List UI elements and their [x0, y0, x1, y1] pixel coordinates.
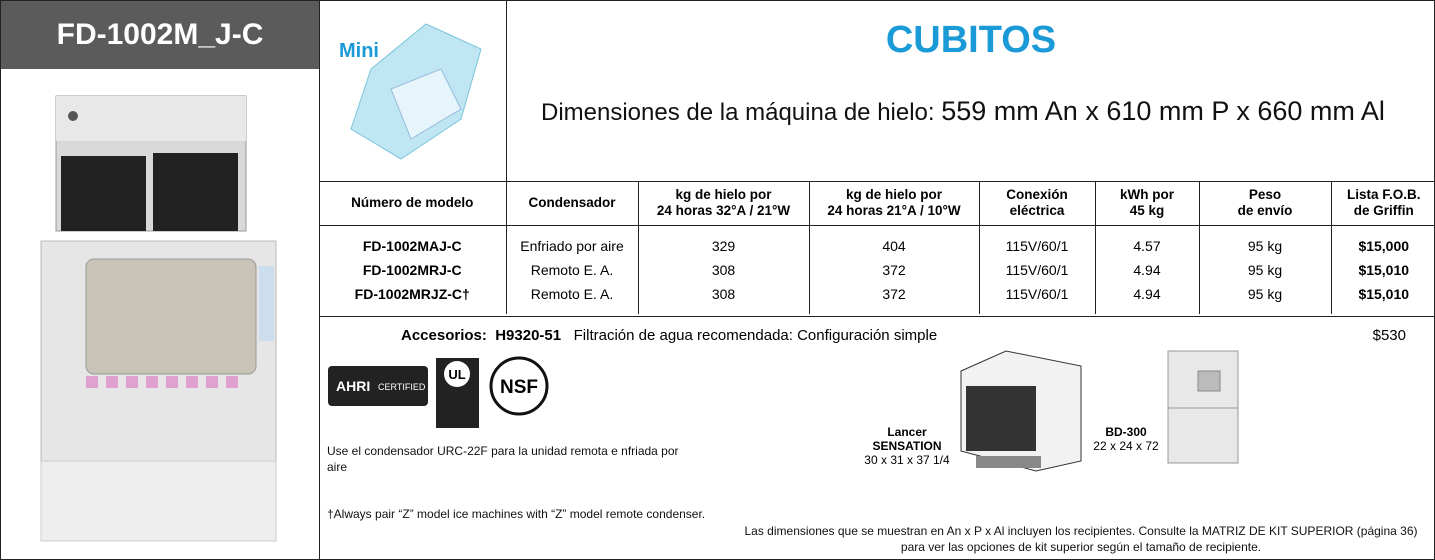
column-header-line: de Griffin: [1353, 203, 1414, 218]
dimensions-value: 559 mm An x 610 mm P x 660 mm Al: [941, 96, 1385, 126]
table-row: FD-1002MRJ-C Remoto E. A. 308 372 115V/60/1 4…: [319, 258, 1434, 282]
accessory-price: $530: [1372, 327, 1406, 344]
table-cell: 4.94: [1095, 258, 1200, 282]
table-cell: 115V/60/1: [979, 225, 1096, 258]
table-cell: FD-1002MAJ-C: [319, 225, 507, 258]
column-header-line: kg de hielo por: [845, 187, 942, 202]
column-header: Conexión eléctrica: [979, 181, 1096, 226]
column-header-line: de envío: [1237, 203, 1293, 218]
cert-ahri-sub: CERTIFIED: [378, 382, 426, 392]
bin-images: [960, 350, 1239, 472]
accessories-label: Accesorios:: [401, 327, 487, 344]
product-image: [40, 95, 277, 542]
table-cell: $15,000: [1358, 238, 1410, 254]
column-header-line: 24 horas 21°A / 10°W: [827, 203, 961, 218]
certifications: AHRI CERTIFIED UL NSF: [328, 356, 549, 428]
table-cell: 404: [809, 225, 980, 258]
table-cell: 372: [809, 282, 980, 314]
bin-caption: Lancer SENSATION 30 x 31 x 37 1/4: [851, 425, 963, 467]
column-header-line: Peso: [1248, 187, 1282, 202]
column-header-line: 24 horas 32°A / 21°W: [656, 203, 791, 218]
bin-sub: SENSATION: [872, 439, 942, 453]
column-header-line: Número de modelo: [351, 195, 474, 210]
table-cell: 329: [638, 225, 810, 258]
model-header: FD-1002M_J-C: [1, 1, 319, 69]
column-header-line: Condensador: [528, 195, 616, 210]
column-header: kWh por 45 kg: [1095, 181, 1200, 226]
cert-ul: UL: [448, 367, 465, 382]
cert-ahri: AHRI: [336, 378, 370, 394]
table-cell: 95 kg: [1199, 258, 1332, 282]
bin-dims: 30 x 31 x 37 1/4: [864, 453, 950, 467]
table-row: FD-1002MAJ-C Enfriado por aire 329 404 115V/…: [319, 225, 1434, 258]
table-cell: 115V/60/1: [979, 282, 1096, 314]
divider: [506, 1, 507, 181]
column-header-line: Conexión: [1006, 187, 1068, 202]
column-header: Número de modelo: [319, 181, 507, 226]
table-cell: FD-1002MRJZ-C†: [319, 282, 507, 314]
column-header-line: kg de hielo por: [675, 187, 772, 202]
accessory-code: H9320-51: [495, 327, 562, 344]
title: CUBITOS: [885, 19, 1057, 61]
table-cell: Remoto E. A.: [506, 258, 639, 282]
column-header-line: 45 kg: [1129, 203, 1165, 218]
bin-name: Lancer: [887, 425, 927, 439]
spec-table: Número de modelo Condensador kg de hielo p…: [319, 181, 1434, 314]
column-header: Condensador: [506, 181, 639, 226]
table-cell: 4.94: [1095, 282, 1200, 314]
table-cell: 308: [638, 258, 810, 282]
accessory-description: Filtración de agua recomendada: Configur…: [573, 327, 938, 344]
bin-dims: 22 x 24 x 72: [1093, 439, 1159, 453]
logo-text: Mini: [339, 40, 379, 62]
table-cell: 95 kg: [1199, 282, 1332, 314]
table-cell: 95 kg: [1199, 225, 1332, 258]
column-header-line: eléctrica: [1009, 203, 1065, 218]
table-cell: 4.57: [1095, 225, 1200, 258]
column-header: kg de hielo por 24 horas 21°A / 10°W: [809, 181, 980, 226]
table-cell: Enfriado por aire: [506, 225, 639, 258]
logo: Mini: [339, 23, 482, 160]
dimensions-label: Dimensiones de la máquina de hielo:: [541, 99, 935, 126]
column-header: Lista F.O.B. de Griffin: [1331, 181, 1434, 226]
table-cell: 308: [638, 282, 810, 314]
column-header: kg de hielo por 24 horas 32°A / 21°W: [638, 181, 810, 226]
bin-name: BD-300: [1105, 425, 1147, 439]
table-cell: 372: [809, 258, 980, 282]
note: †Always pair “Z” model ice machines with…: [327, 507, 706, 521]
note: Use el condensador URC-22F para la unida…: [327, 444, 679, 474]
table-cell: FD-1002MRJ-C: [319, 258, 507, 282]
table-row: FD-1002MRJZ-C† Remoto E. A. 308 372 115V/60/…: [319, 282, 1434, 314]
column-header-line: Lista F.O.B.: [1346, 187, 1421, 202]
table-cell: $15,010: [1358, 262, 1410, 278]
dimensions: Dimensiones de la máquina de hielo: 559 …: [541, 96, 1385, 127]
column-header-line: kWh por: [1120, 187, 1174, 202]
divider: [319, 316, 1434, 317]
accessories: Accesorios: H9320-51 Filtración de agua …: [401, 327, 937, 344]
table-cell: $15,010: [1358, 286, 1410, 302]
table-cell: Remoto E. A.: [506, 282, 639, 314]
column-header: Peso de envío: [1199, 181, 1332, 226]
table-cell: 115V/60/1: [979, 258, 1096, 282]
cert-nsf: NSF: [500, 377, 538, 398]
bin-caption: BD-300 22 x 24 x 72: [1086, 425, 1166, 453]
footnote: Las dimensiones que se muestran en An x …: [744, 524, 1418, 554]
